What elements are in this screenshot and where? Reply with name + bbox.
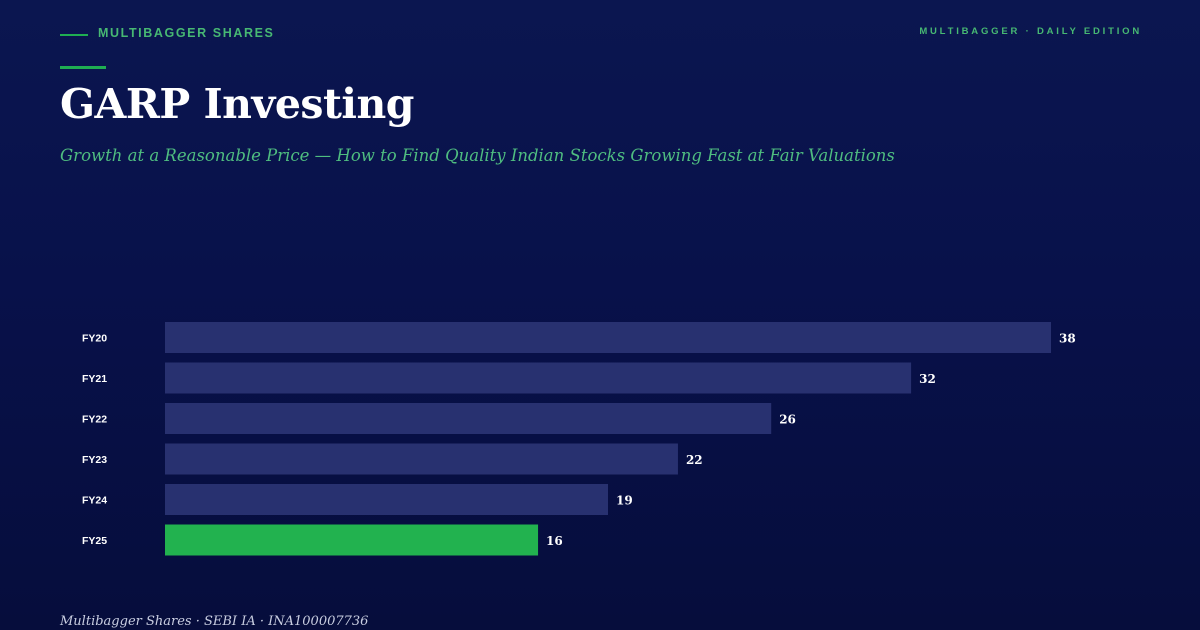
edition-label: MULTIBAGGER · DAILY EDITION <box>919 26 1142 37</box>
category-label: FY25 <box>82 535 107 547</box>
value-label: 16 <box>546 534 563 548</box>
value-label: 22 <box>686 453 703 467</box>
bar <box>165 322 1051 353</box>
category-label: FY23 <box>82 454 107 466</box>
highlight-bar <box>165 524 539 556</box>
value-label: 26 <box>779 413 796 427</box>
kicker-label: MULTIBAGGER SHARES <box>98 26 275 40</box>
value-label: 32 <box>919 372 936 386</box>
page-title: GARP Investing <box>60 80 414 128</box>
bar <box>165 484 608 515</box>
bar <box>165 362 912 394</box>
category-label: FY20 <box>82 333 107 345</box>
footer-credit: Multibagger Shares · SEBI IA · INA100007… <box>60 614 369 629</box>
bar <box>165 403 772 434</box>
category-label: FY22 <box>82 414 107 426</box>
title-accent-bar <box>60 66 106 69</box>
category-label: FY24 <box>82 495 107 507</box>
page-subtitle: Growth at a Reasonable Price — How to Fi… <box>60 146 895 165</box>
bar <box>165 443 678 475</box>
category-label: FY21 <box>82 373 107 385</box>
value-label: 19 <box>616 494 633 508</box>
kicker-rule <box>60 34 88 36</box>
value-label: 38 <box>1059 332 1076 346</box>
